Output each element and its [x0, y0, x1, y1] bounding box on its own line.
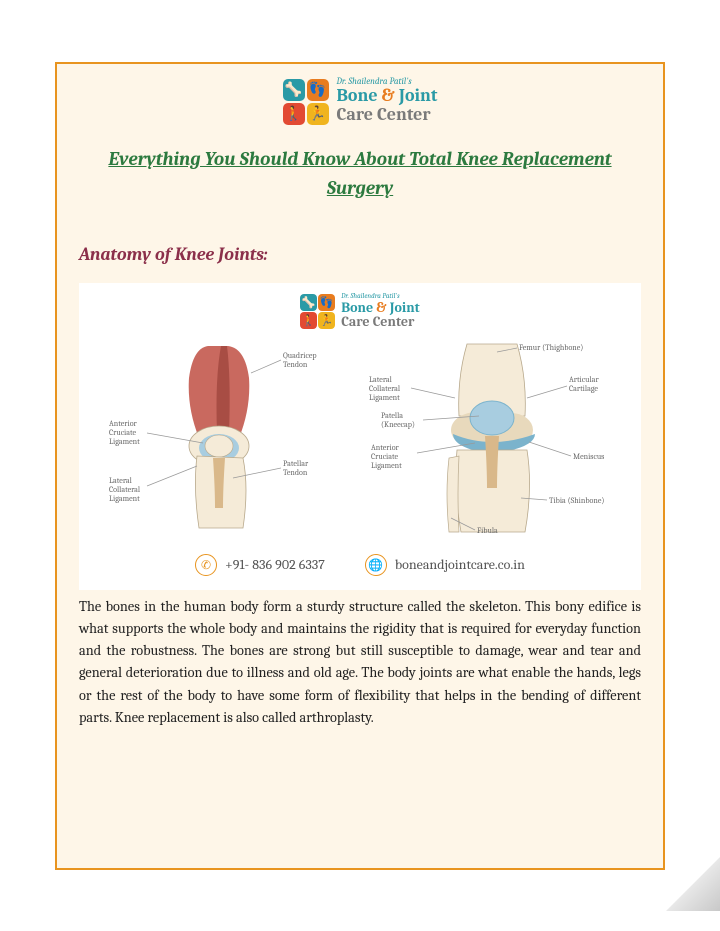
logo-tile-1: 🦴: [283, 79, 305, 101]
logo-ampersand: &: [382, 85, 395, 106]
label-meniscus: Meniscus: [573, 452, 604, 461]
globe-icon: 🌐: [365, 554, 387, 576]
knee-diagrams: QuadricepTendon AnteriorCruciateLigament…: [79, 338, 641, 538]
logo-tile-2: 👣: [307, 79, 329, 101]
label-patellar: PatellarTendon: [283, 459, 309, 477]
leader-lcl: [147, 466, 197, 486]
card-logo-text: Dr. Shailendra Patil's Bone & Joint Care…: [341, 293, 420, 330]
card-logo-line2: Care Center: [341, 315, 420, 330]
fibula-shape: [447, 456, 459, 532]
page-title: Everything You Should Know About Total K…: [57, 145, 663, 202]
card-logo: 🦴 👣 🚶 🏃 Dr. Shailendra Patil's Bone & Jo…: [79, 293, 641, 330]
leader-quad: [251, 360, 281, 373]
card-logo-tile-2: 👣: [318, 294, 335, 311]
patella: [205, 435, 233, 457]
anatomy-card: 🦴 👣 🚶 🏃 Dr. Shailendra Patil's Bone & Jo…: [79, 283, 641, 590]
knee-left-svg: QuadricepTendon AnteriorCruciateLigament…: [103, 338, 353, 538]
phone-icon: ✆: [195, 554, 217, 576]
label-fibula: Fibula: [477, 526, 498, 535]
contact-row: ✆ +91- 836 902 6337 🌐 boneandjointcare.c…: [79, 554, 641, 576]
page-curl-icon: [666, 857, 720, 911]
label-acl-r: AnteriorCruciateLigament: [371, 443, 402, 470]
acl-right: [485, 436, 499, 488]
header-logo: 🦴 👣 🚶 🏃 Dr. Shailendra Patil's Bone & Jo…: [57, 78, 663, 125]
phone-number: +91- 836 902 6337: [225, 556, 325, 573]
card-logo-tile-1: 🦴: [300, 294, 317, 311]
label-patella-r: Patella(Kneecap): [381, 411, 415, 429]
logo-text: Dr. Shailendra Patil's Bone & Joint Care…: [337, 78, 438, 125]
website-url: boneandjointcare.co.in: [395, 556, 525, 573]
logo-icon-grid: 🦴 👣 🚶 🏃: [283, 79, 329, 125]
card-logo-icon-grid: 🦴 👣 🚶 🏃: [300, 294, 335, 329]
logo-title-line2: Care Center: [337, 106, 438, 125]
leader-lcl-r: [411, 388, 455, 398]
label-articular: ArticularCartilage: [569, 375, 599, 393]
card-logo-tile-3: 🚶: [300, 312, 317, 329]
label-tibia: Tibia (Shinbone): [549, 496, 604, 505]
contact-phone: ✆ +91- 836 902 6337: [195, 554, 325, 576]
document-page: 🦴 👣 🚶 🏃 Dr. Shailendra Patil's Bone & Jo…: [55, 62, 665, 870]
logo-word-bone: Bone: [337, 85, 378, 106]
label-femur: Femur (Thighbone): [519, 343, 583, 352]
leader-menis: [529, 442, 571, 456]
label-lcl-r: LateralCollateralLigament: [369, 375, 401, 402]
label-quadricep: QuadricepTendon: [283, 351, 317, 369]
knee-right-svg: Femur (Thighbone) ArticularCartilage Lat…: [367, 338, 617, 538]
body-paragraph: The bones in the human body form a sturd…: [79, 596, 641, 729]
label-lcl: LateralCollateralLigament: [109, 476, 141, 503]
card-logo-tile-4: 🏃: [318, 312, 335, 329]
logo-word-joint: Joint: [399, 85, 438, 106]
leader-artic: [527, 386, 567, 398]
logo-tile-3: 🚶: [283, 103, 305, 125]
logo-tile-4: 🏃: [307, 103, 329, 125]
section-heading: Anatomy of Knee Joints:: [79, 244, 663, 265]
patella-right: [470, 401, 514, 435]
contact-web: 🌐 boneandjointcare.co.in: [365, 554, 525, 576]
label-acl: AnteriorCruciateLigament: [109, 419, 140, 446]
